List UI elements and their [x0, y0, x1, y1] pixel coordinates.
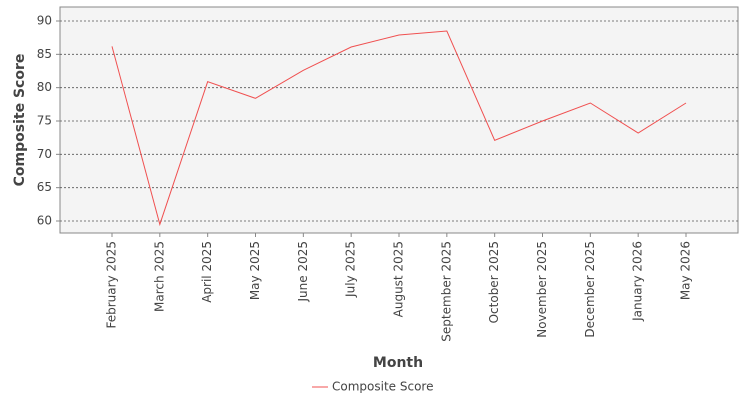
- y-tick-label: 85: [37, 47, 52, 61]
- y-tick-label: 80: [37, 80, 52, 94]
- x-tick-label: April 2025: [200, 241, 214, 303]
- x-tick-label: September 2025: [439, 241, 453, 342]
- y-tick-label: 70: [37, 147, 52, 161]
- y-tick-label: 60: [37, 214, 52, 228]
- x-tick-label: November 2025: [535, 241, 549, 338]
- plot-area: [59, 6, 739, 234]
- x-tick-label: March 2025: [152, 241, 166, 312]
- x-tick-label: February 2025: [105, 241, 119, 329]
- x-tick-label: January 2026: [631, 241, 645, 322]
- x-tick-label: May 2026: [679, 241, 693, 300]
- x-tick-label: December 2025: [583, 241, 597, 338]
- y-tick-label: 65: [37, 180, 52, 194]
- y-tick-label: 90: [37, 14, 52, 28]
- line-series: [111, 30, 687, 227]
- x-tick-label: August 2025: [392, 241, 406, 317]
- y-tick-label: 75: [37, 114, 52, 128]
- x-tick-label: June 2025: [296, 241, 310, 303]
- x-axis-title: Month: [373, 355, 423, 371]
- y-axis-title: Composite Score: [12, 54, 28, 187]
- x-tick-label: October 2025: [487, 241, 501, 323]
- x-tick-label: July 2025: [344, 241, 358, 298]
- x-tick-label: May 2025: [248, 241, 262, 300]
- legend-label: Composite Score: [332, 380, 433, 394]
